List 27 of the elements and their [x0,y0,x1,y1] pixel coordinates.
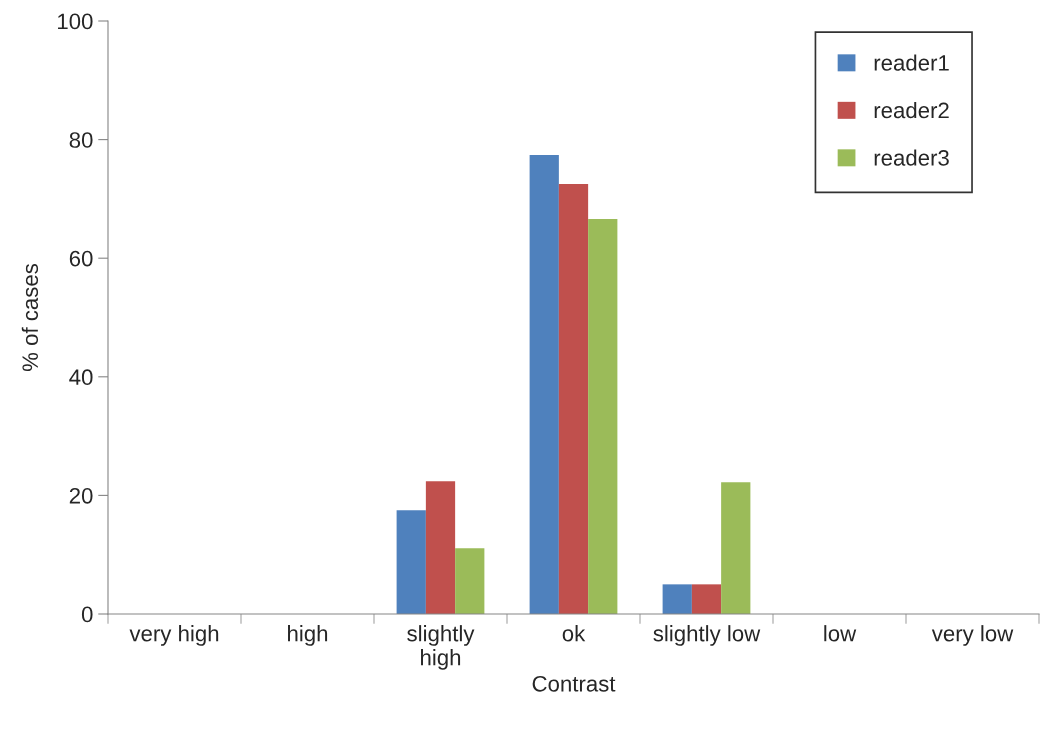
y-tick-label: 80 [69,132,93,148]
y-axis-title: % of cases [21,263,39,372]
legend-label: reader2 [874,101,949,119]
x-axis-title: Contrast [532,675,616,692]
x-tick-label: very high [129,625,219,646]
bar [529,155,559,614]
bar [662,584,692,614]
x-tick-label: low [824,625,857,642]
bar [455,548,485,614]
x-tick-label: very low [931,625,1014,646]
y-tick-label: 20 [69,487,93,504]
y-tick-label: 0 [81,606,93,623]
bar [558,184,589,614]
y-tick-label: 100 [58,13,93,30]
bar [691,584,722,614]
bar [396,510,426,614]
bar [721,482,751,614]
x-tick-label: ok [562,625,586,642]
legend-label: reader3 [874,149,949,166]
y-tick-label: 40 [69,369,93,386]
x-tick-label: high [288,625,328,646]
bar [425,481,456,614]
bar [588,219,618,614]
legend-label: reader1 [874,54,949,71]
x-tick-label: slightly high [407,625,475,670]
x-tick-label: slightly low [653,625,761,646]
y-tick-label: 60 [69,250,93,267]
